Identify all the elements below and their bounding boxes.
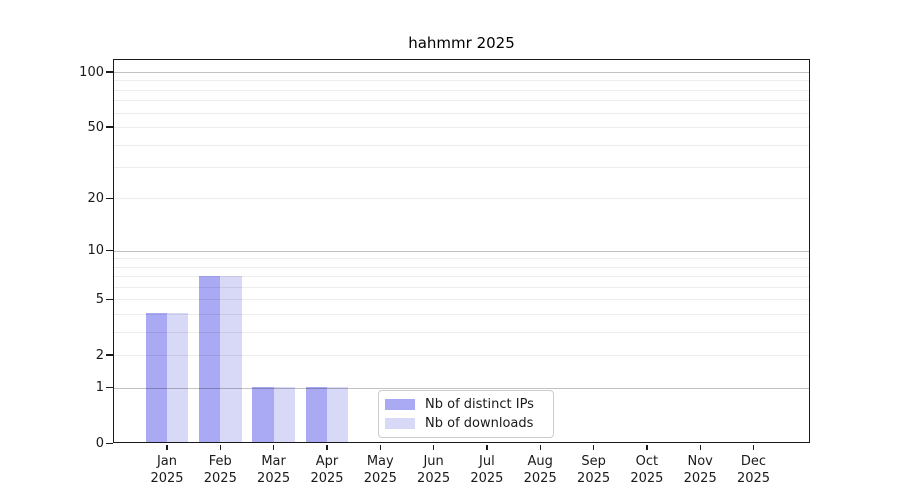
bar-feb-distinct-ips	[199, 275, 221, 443]
legend-swatch-distinct-ips	[385, 399, 415, 410]
gridline-7	[113, 276, 810, 278]
x-tick-mark-jul	[486, 444, 488, 450]
chart-title: hahmmr 2025	[408, 34, 515, 52]
gridline-9	[113, 258, 810, 260]
bar-jan-downloads	[167, 313, 189, 443]
bar-mar-downloads	[273, 387, 295, 443]
legend: Nb of distinct IPs Nb of downloads	[378, 390, 554, 438]
x-tick-mark-may	[379, 444, 381, 450]
x-tick-mark-nov	[699, 444, 701, 450]
gridline-6	[113, 286, 810, 288]
x-tick-label-may: May 2025	[363, 453, 397, 486]
gridline-2	[113, 355, 810, 357]
gridline-5	[113, 299, 810, 301]
legend-swatch-downloads	[385, 418, 415, 429]
x-tick-label-jan: Jan 2025	[150, 453, 184, 486]
gridline-80	[113, 89, 810, 91]
gridline-1	[113, 387, 810, 389]
x-tick-mark-apr	[326, 444, 328, 450]
y-tick-mark-5	[106, 298, 113, 300]
y-tick-label-1: 1	[95, 380, 104, 396]
x-tick-label-feb: Feb 2025	[203, 453, 237, 486]
y-tick-mark-2	[106, 354, 113, 356]
bar-jan-distinct-ips	[145, 313, 167, 443]
gridline-20	[113, 198, 810, 200]
x-tick-label-nov: Nov 2025	[683, 453, 717, 486]
x-tick-label-jul: Jul 2025	[470, 453, 504, 486]
x-tick-label-dec: Dec 2025	[736, 453, 771, 486]
x-tick-label-aug: Aug 2025	[523, 453, 557, 486]
gridline-90	[113, 80, 810, 82]
y-tick-label-50: 50	[87, 119, 104, 135]
y-tick-label-20: 20	[87, 190, 104, 206]
y-tick-label-100: 100	[79, 64, 104, 80]
y-tick-label-2: 2	[95, 347, 104, 363]
x-tick-mark-dec	[752, 444, 755, 450]
gridline-50	[113, 127, 810, 128]
x-tick-mark-feb	[219, 444, 221, 450]
bar-apr-distinct-ips	[305, 387, 327, 443]
x-tick-label-mar: Mar 2025	[257, 453, 291, 486]
bar-mar-distinct-ips	[252, 387, 274, 443]
gridline-40	[113, 144, 810, 146]
x-tick-label-oct: Oct 2025	[630, 453, 664, 486]
gridline-60	[113, 112, 810, 114]
plot-area	[113, 59, 810, 443]
y-tick-label-0: 0	[95, 436, 104, 451]
gridline-30	[113, 167, 810, 169]
x-tick-mark-jun	[432, 444, 435, 450]
y-tick-mark-50	[106, 126, 113, 128]
x-tick-label-apr: Apr 2025	[310, 453, 344, 486]
x-tick-label-sep: Sep 2025	[577, 453, 611, 486]
legend-label-downloads: Nb of downloads	[425, 416, 534, 431]
y-tick-mark-0	[106, 442, 113, 445]
gridline-4	[113, 313, 810, 315]
y-tick-mark-20	[106, 197, 113, 200]
x-tick-mark-jan	[166, 444, 168, 450]
gridline-100	[113, 72, 810, 74]
x-tick-mark-sep	[592, 444, 595, 450]
y-tick-mark-10	[106, 249, 113, 252]
y-tick-mark-1	[106, 387, 113, 389]
y-tick-label-10: 10	[87, 243, 104, 258]
bar-feb-downloads	[220, 275, 242, 443]
legend-row-distinct-ips: Nb of distinct IPs	[385, 397, 553, 413]
y-tick-mark-100	[106, 71, 113, 73]
x-tick-label-jun: Jun 2025	[417, 453, 451, 486]
gridline-70	[113, 100, 810, 102]
x-tick-mark-mar	[272, 444, 275, 450]
legend-row-downloads: Nb of downloads	[385, 416, 553, 432]
x-tick-mark-oct	[646, 444, 648, 450]
gridline-10	[113, 250, 810, 252]
bar-apr-downloads	[327, 387, 349, 443]
legend-label-distinct-ips: Nb of distinct IPs	[425, 397, 534, 412]
y-tick-label-5: 5	[95, 291, 104, 307]
gridline-3	[113, 331, 810, 333]
x-tick-mark-aug	[539, 444, 541, 450]
gridline-8	[113, 266, 810, 268]
